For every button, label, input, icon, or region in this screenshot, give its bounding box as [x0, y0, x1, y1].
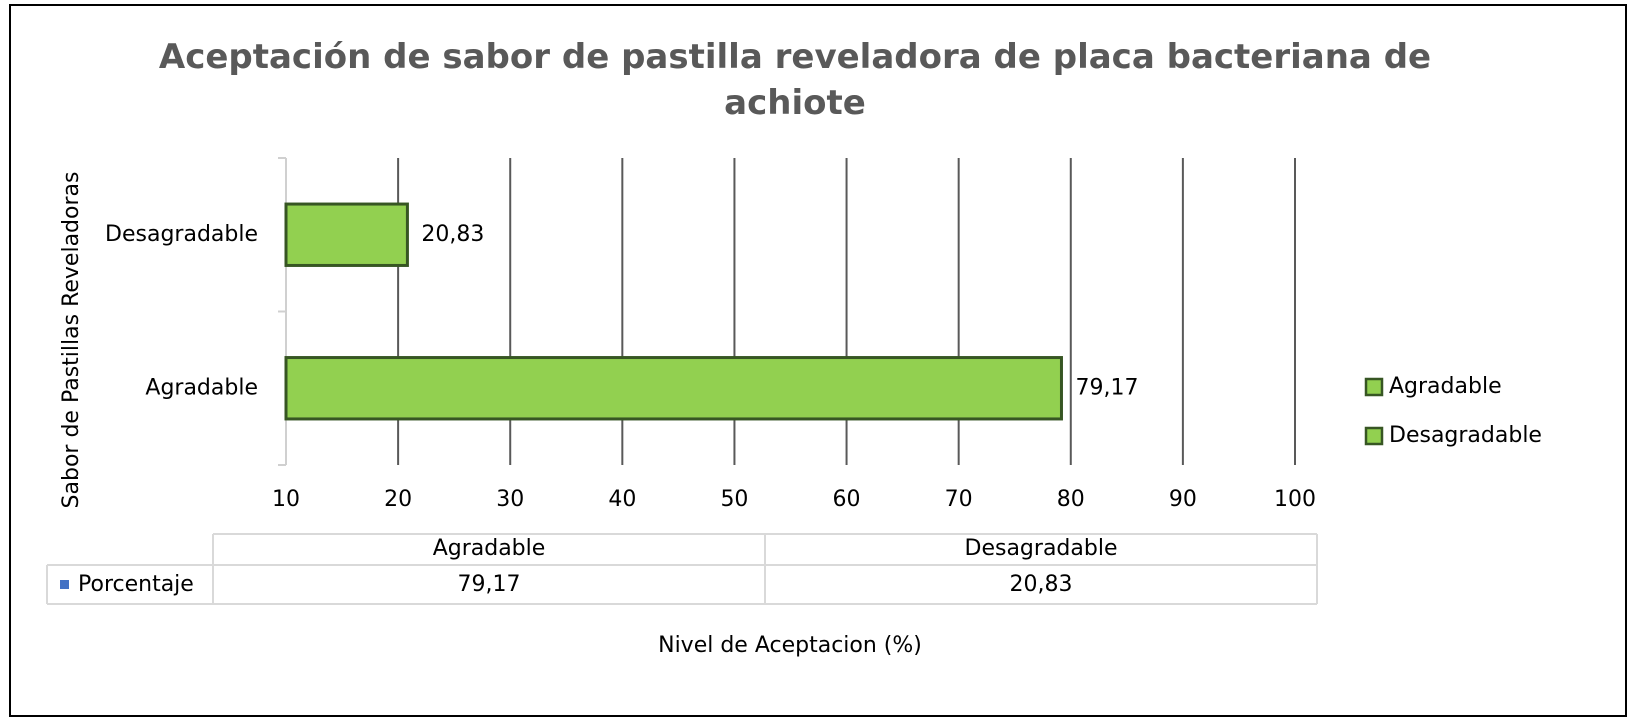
x-axis-title: Nivel de Aceptacion (%): [658, 633, 922, 658]
x-tick-label: 20: [384, 487, 412, 512]
y-tick-label: Desagradable: [105, 222, 258, 247]
value-label: 79,17: [1075, 375, 1138, 400]
value-label: 20,83: [421, 222, 484, 247]
x-tick-label: 60: [833, 487, 861, 512]
y-axis-title: Sabor de Pastillas Reveladoras: [59, 172, 84, 509]
legend-label: Agradable: [1389, 374, 1502, 399]
table-value: 79,17: [458, 572, 521, 597]
bar: [284, 202, 409, 267]
chart-title: Aceptación de sabor de pastilla revelado…: [158, 37, 1432, 123]
table-legend-key: [60, 580, 69, 589]
y-tick-label: Agradable: [145, 375, 258, 400]
x-tick-label: 70: [945, 487, 973, 512]
x-tick-label: 50: [720, 487, 748, 512]
x-tick-label: 80: [1057, 487, 1085, 512]
table-value: 20,83: [1010, 572, 1073, 597]
table-header: Agradable: [433, 536, 546, 561]
bar: [284, 356, 1063, 421]
x-tick-label: 90: [1169, 487, 1197, 512]
legend-swatch: [1364, 426, 1384, 446]
legend-label: Desagradable: [1389, 423, 1542, 448]
legend-swatch: [1364, 377, 1384, 397]
x-tick-label: 30: [496, 487, 524, 512]
x-tick-label: 100: [1274, 487, 1316, 512]
x-tick-label: 10: [272, 487, 300, 512]
x-tick-label: 40: [608, 487, 636, 512]
table-header: Desagradable: [965, 536, 1118, 561]
chart-border: [9, 4, 1627, 717]
table-series-name: Porcentaje: [78, 572, 194, 597]
